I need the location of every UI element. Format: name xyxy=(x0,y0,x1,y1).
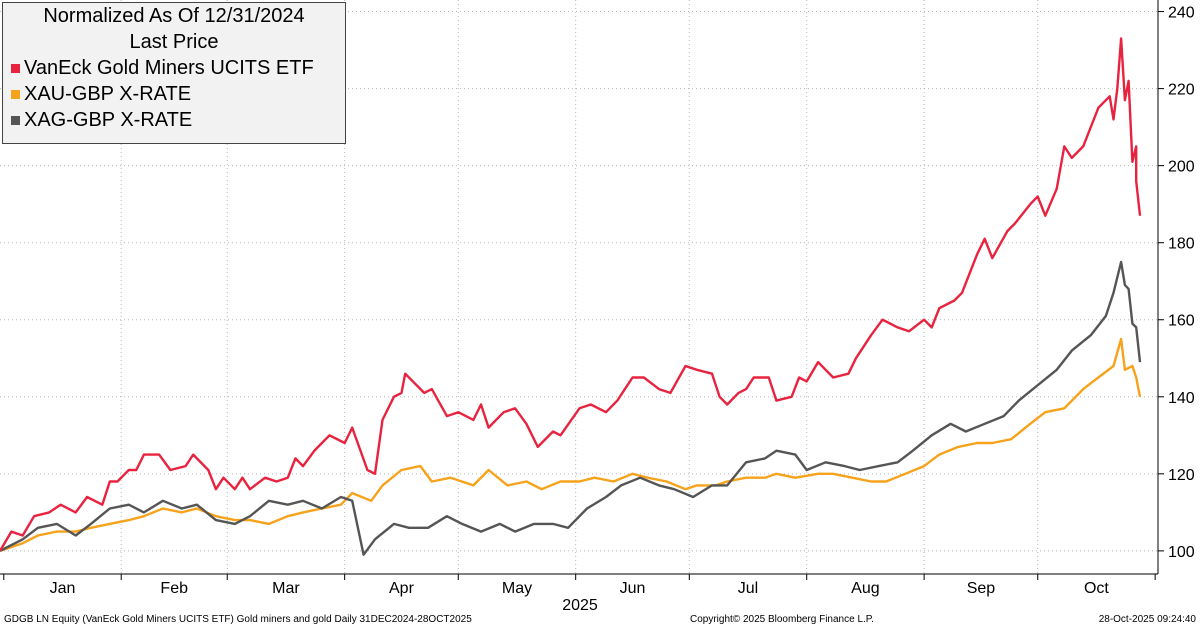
legend-swatch-xag xyxy=(11,115,20,125)
y-tick-label: 200 xyxy=(1168,159,1195,176)
x-tick-label: Mar xyxy=(272,580,300,597)
x-tick-label: Aug xyxy=(851,580,879,597)
x-tick-label: Jun xyxy=(620,580,646,597)
legend-label-xau: XAU-GBP X-RATE xyxy=(24,83,192,105)
footer-timestamp: 28-Oct-2025 09:24:40 xyxy=(1098,614,1196,625)
x-tick-label: Feb xyxy=(160,580,188,597)
y-tick-label: 140 xyxy=(1168,390,1195,407)
legend-item-miners: VanEck Gold Miners UCITS ETF xyxy=(3,55,345,81)
y-tick-label: 240 xyxy=(1168,5,1195,22)
x-tick-label: Sep xyxy=(967,580,996,597)
footer-copyright: Copyright© 2025 Bloomberg Finance L.P. xyxy=(690,614,874,625)
series-line-vaneck-gold-miners-ucits-etf xyxy=(0,37,1142,552)
x-tick-label: Jul xyxy=(738,580,758,597)
x-axis-label: 2025 xyxy=(562,597,598,614)
legend-item-xag: XAG-GBP X-RATE xyxy=(3,107,345,133)
series-lines xyxy=(0,37,1142,556)
x-tick-label: May xyxy=(502,580,532,597)
chart-subtitle: Last Price xyxy=(129,31,219,53)
legend-label-miners: VanEck Gold Miners UCITS ETF xyxy=(24,57,314,79)
x-tick-label: Jan xyxy=(50,580,76,597)
y-tick-label: 220 xyxy=(1168,82,1195,99)
legend-item-xau: XAU-GBP X-RATE xyxy=(3,81,345,107)
x-tick-label: Apr xyxy=(389,580,415,597)
y-tick-label: 180 xyxy=(1168,236,1195,253)
y-tick-label: 160 xyxy=(1168,313,1195,330)
y-tick-label: 120 xyxy=(1168,467,1195,484)
y-tick-label: 100 xyxy=(1168,544,1195,561)
legend-label-xag: XAG-GBP X-RATE xyxy=(24,109,193,131)
series-line-xag-gbp-x-rate xyxy=(0,260,1142,556)
chart-title: Normalized As Of 12/31/2024 xyxy=(43,5,305,27)
footer-source: GDGB LN Equity (VanEck Gold Miners UCITS… xyxy=(4,614,472,625)
axes: 100 120 140 160 180 200 220 240 Jan Feb Mar Apr May J… xyxy=(0,0,1195,597)
x-tick-label: Oct xyxy=(1084,580,1109,597)
legend-swatch-xau xyxy=(11,89,20,99)
legend-swatch-miners xyxy=(11,63,20,73)
chart-legend: Normalized As Of 12/31/2024 Last Price V… xyxy=(2,2,346,144)
series-line-xau-gbp-x-rate xyxy=(0,337,1142,553)
